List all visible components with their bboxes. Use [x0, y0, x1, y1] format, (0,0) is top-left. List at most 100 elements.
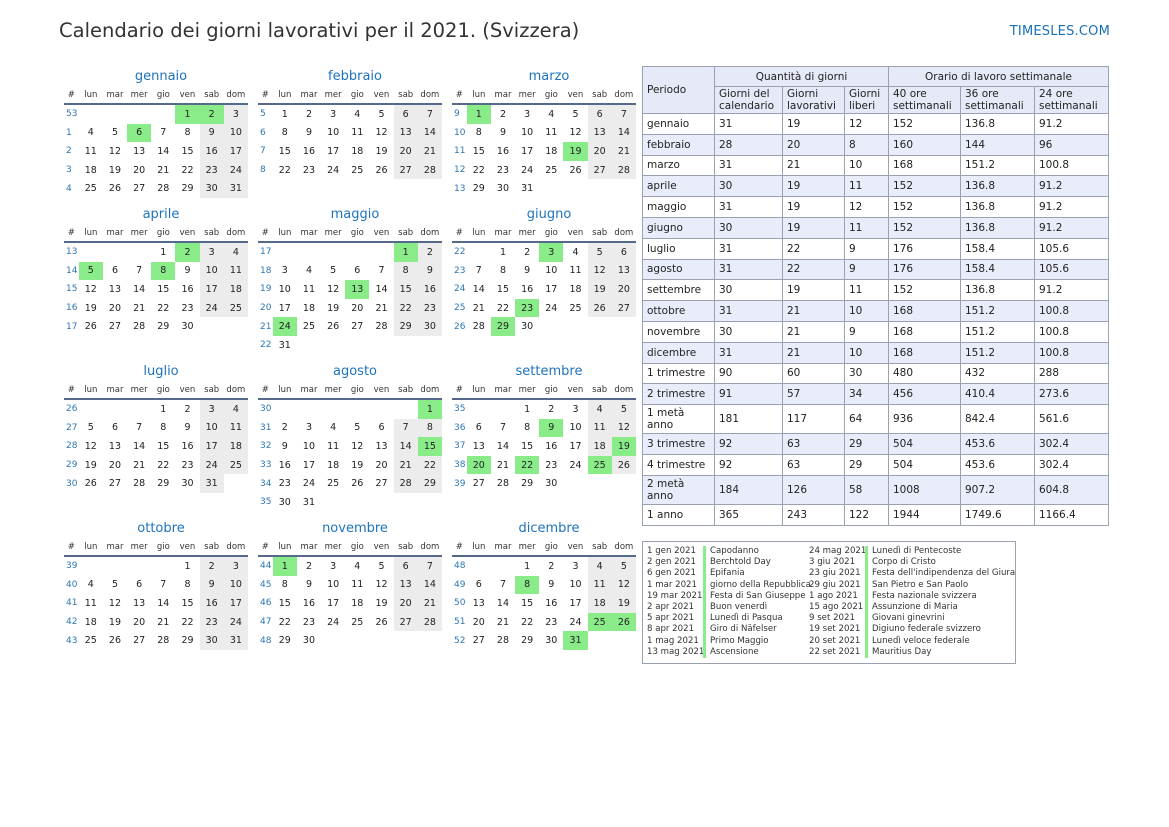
stats-cell-free: 11: [844, 175, 889, 198]
weekday-header: gio: [539, 225, 564, 243]
day-cell: 8: [515, 575, 540, 595]
day-cell: 2: [499, 108, 506, 120]
weekday-header: #: [258, 87, 273, 105]
day-cell: 9: [524, 265, 531, 277]
day-cell: 7: [136, 422, 143, 434]
day-cell: 3: [199, 242, 224, 262]
day-cell: 22: [393, 298, 418, 318]
stats-cell-work: 19: [782, 113, 845, 135]
day-cell: 31: [278, 339, 291, 351]
week-row: 22 31: [258, 336, 442, 355]
weekday-header: mer: [321, 539, 346, 557]
stats-cell-h40: 168: [888, 300, 961, 322]
day-cell: 30: [496, 183, 510, 195]
stats-cell-free: 11: [844, 279, 889, 302]
stats-cell-free: 10: [844, 341, 889, 364]
week-row: 25 21 22 23 24 25 26 27: [452, 298, 636, 318]
day-cell: 25: [84, 183, 97, 195]
weekday-header: #: [452, 87, 467, 105]
week-row: 41 11 12 13 14 15 16 17: [64, 594, 248, 613]
weekday-header: dom: [611, 87, 636, 105]
stats-cell-h24: 288: [1034, 362, 1109, 385]
day-cell: 23: [515, 298, 540, 318]
site-link[interactable]: TIMESLES.COM: [1009, 24, 1110, 39]
holiday-item: 8 apr 2021 Giro di Näfelser: [643, 624, 811, 636]
empty-cell: [297, 336, 321, 355]
day-cell: 1: [272, 556, 297, 576]
day-cell: 11: [545, 127, 558, 139]
day-cell: 23: [181, 302, 194, 314]
weekday-header: lun: [78, 87, 103, 105]
day-cell: 25: [545, 164, 558, 176]
weekday-header: #: [64, 87, 79, 105]
stats-cell-free: 30: [844, 362, 889, 385]
week-number: 1: [66, 127, 72, 138]
stats-cell-h40: 480: [888, 362, 961, 385]
day-cell: 11: [587, 575, 612, 595]
stats-cell-h40: 168: [888, 320, 961, 343]
day-cell: 31: [199, 474, 224, 493]
weekday-header: gio: [539, 539, 564, 557]
weekday-header: sab: [393, 539, 418, 557]
day-cell: 19: [84, 459, 97, 471]
day-cell: 11: [587, 418, 612, 438]
month-table: # lun mar mer gio ven sab dom 30 1 31 2 3 4 5 6 7 8 32 9 10 1…: [258, 382, 442, 512]
stats-cell-free: 9: [844, 258, 889, 281]
month-name: giugno: [526, 207, 572, 222]
stats-cell-h24: 561.6: [1034, 404, 1109, 435]
stats-cell-cal: 31: [714, 196, 783, 218]
holiday-date: 2 gen 2021: [647, 557, 696, 568]
holiday-date: 1 mar 2021: [647, 579, 697, 590]
day-cell: 9: [199, 123, 224, 143]
month-table: # lun mar mer gio ven sab dom 35 1 2 3 4 5 36 6 7 8 9 10 11 1…: [452, 382, 636, 493]
weekday-header: gio: [151, 382, 176, 400]
empty-cell: [418, 336, 442, 355]
stats-cell-cal: 90: [714, 362, 783, 385]
weekday-header: gio: [539, 87, 564, 105]
day-cell: 13: [393, 123, 418, 143]
day-cell: 24: [223, 612, 248, 632]
day-cell: 14: [417, 575, 442, 595]
holiday-item: 15 ago 2021 Assunzione di Maria: [805, 601, 1015, 614]
day-cell: 25: [327, 478, 340, 490]
week-number: 2: [66, 146, 72, 157]
day-cell: 3: [330, 108, 337, 120]
day-cell: 28: [157, 635, 170, 647]
month-table: # lun mar mer gio ven sab dom 13 1 2 3 4 14 5 6 7 8 9 10 11 1…: [64, 225, 248, 336]
day-cell: 27: [472, 635, 485, 647]
weekday-header: lun: [272, 225, 297, 243]
week-row: 26 28 29 30: [452, 317, 636, 336]
day-cell: 5: [378, 560, 385, 572]
day-cell: 3: [572, 560, 579, 572]
day-cell: 6: [475, 579, 482, 591]
month-giugno: giugno # lun mar mer gio ven sab dom 22 1 2 3 4 5 6 23 7 8…: [452, 206, 636, 336]
weekday-header: ven: [369, 87, 394, 105]
week-row: 20 17 18 19 20 21 22 23: [258, 298, 442, 318]
week-number: 3: [66, 165, 72, 176]
stats-cell-work: 19: [782, 216, 845, 239]
day-cell: 28: [375, 321, 388, 333]
day-cell: 4: [330, 422, 337, 434]
empty-cell: [369, 336, 393, 355]
month-name: ottobre: [137, 521, 185, 536]
day-cell: 14: [157, 597, 170, 609]
day-cell: 24: [545, 302, 558, 314]
stats-cell-work: 117: [782, 404, 845, 435]
day-cell: 17: [569, 440, 582, 452]
day-cell: 21: [157, 616, 170, 628]
week-number: 6: [260, 127, 266, 138]
empty-cell: [467, 399, 491, 419]
day-cell: 2: [199, 104, 224, 124]
stats-cell-h36: 158.4: [960, 258, 1035, 281]
week-number: 23: [454, 265, 466, 276]
week-row: 35 1 2 3 4 5: [452, 399, 636, 419]
day-cell: 12: [327, 283, 340, 295]
weekday-header: dom: [417, 87, 442, 105]
day-cell: 25: [587, 455, 612, 475]
week-row: 31 2 3 4 5 6 7 8: [258, 418, 442, 438]
week-number: 39: [66, 561, 78, 572]
stats-cell-cal: 30: [714, 175, 783, 198]
empty-cell: [321, 631, 345, 650]
day-cell: 19: [611, 437, 636, 456]
